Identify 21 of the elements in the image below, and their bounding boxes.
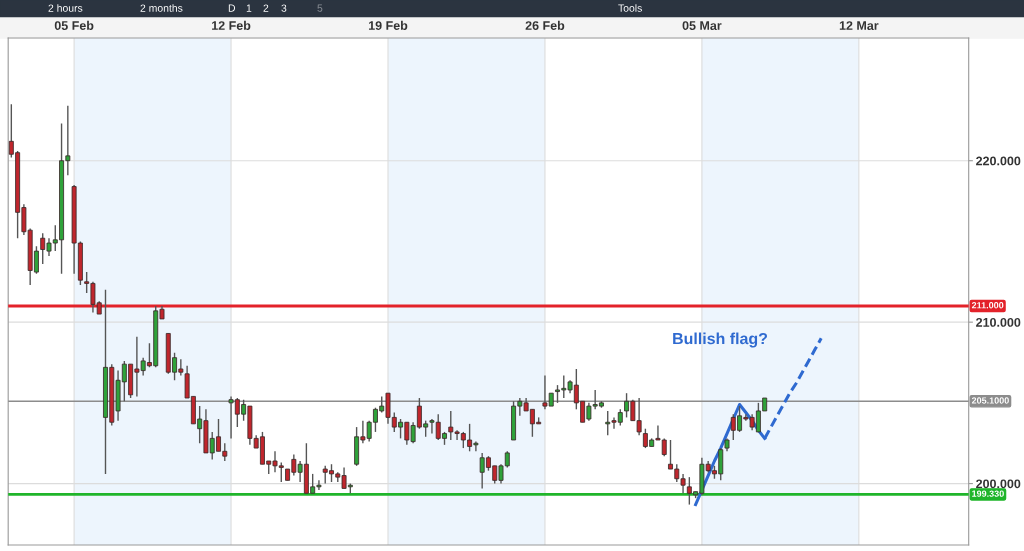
text: 2 hours (48, 4, 83, 12)
x-tick-label: 05 Mar (682, 21, 722, 30)
text: 5 (317, 4, 323, 12)
x-tick-label: 12 Mar (839, 21, 879, 30)
text: 2 months (140, 4, 183, 12)
text: D (228, 4, 236, 12)
y-tick-label: 220.000 (976, 156, 1021, 166)
ref-line-label: 199.330 (972, 490, 1004, 497)
text: 2 (263, 4, 269, 12)
x-tick-label: 12 Feb (212, 20, 251, 30)
x-tick-label: 26 Feb (525, 20, 565, 30)
ref-line-label: 205.1000 (971, 397, 1009, 404)
text: Tools (618, 4, 642, 12)
x-tick-label: 05 Feb (54, 20, 94, 30)
y-tick-label: 200.000 (976, 479, 1021, 489)
ref-line-label: 211.000 (971, 302, 1004, 309)
x-tick-label: 19 Feb (368, 20, 408, 30)
text: 1 (246, 4, 252, 12)
y-tick-label: 210.000 (976, 317, 1021, 327)
annotation: Bullish flag? (673, 332, 767, 348)
text: 3 (281, 4, 287, 12)
